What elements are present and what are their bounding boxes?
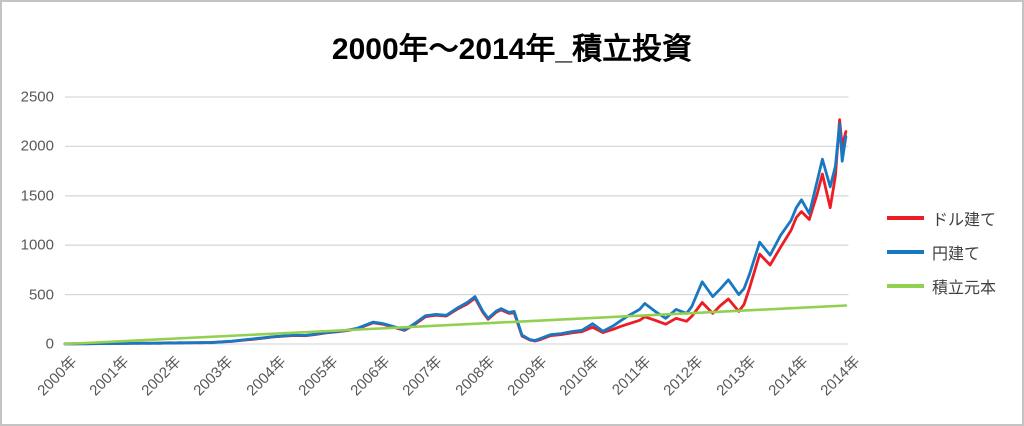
y-tick-label: 1000: [20, 236, 54, 254]
legend-label-yen: 円建て: [932, 245, 981, 263]
y-tick-label: 1500: [20, 187, 54, 205]
chart-title: 2000年〜2014年_積立投資: [331, 33, 693, 66]
legend-label-principal: 積立元本: [932, 279, 997, 297]
series-line-2: [63, 304, 848, 346]
y-tick-label: 0: [45, 335, 54, 353]
y-tick-label: 2500: [20, 88, 54, 106]
dollar-series-line-icon: [887, 215, 924, 220]
y-tick-label: 2000: [20, 137, 54, 155]
yen-series-line-icon: [887, 249, 924, 254]
legend-item-dollar: ドル建て: [887, 206, 996, 229]
series-line-1: [63, 122, 848, 346]
legend: ドル建て 円建て 積立元本: [887, 206, 996, 308]
y-tick-label: 500: [28, 286, 54, 304]
legend-item-yen: 円建て: [887, 240, 996, 263]
legend-item-principal: 積立元本: [887, 274, 996, 297]
principal-series-line-icon: [887, 283, 924, 288]
legend-label-dollar: ドル建て: [932, 211, 997, 229]
